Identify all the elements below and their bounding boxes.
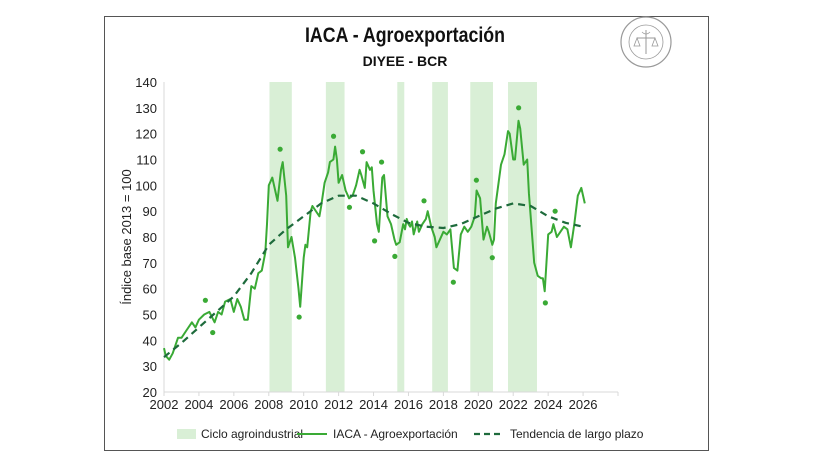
y-tick-label: 130 bbox=[135, 101, 157, 116]
y-tick-label: 140 bbox=[135, 75, 157, 90]
outlier-point bbox=[378, 159, 385, 165]
outlier-point bbox=[330, 133, 337, 139]
x-tick-label: 2020 bbox=[464, 397, 493, 412]
x-tick-label: 2006 bbox=[219, 397, 248, 412]
x-tick-label: 2018 bbox=[429, 397, 458, 412]
outlier-point bbox=[552, 208, 558, 214]
legend-label-iaca: IACA - Agroexportación bbox=[333, 427, 458, 441]
y-tick-label: 80 bbox=[143, 230, 157, 245]
legend-swatch-cycle bbox=[177, 429, 196, 439]
y-axis-label: Índice base 2013 = 100 bbox=[119, 169, 134, 305]
chart-subtitle: DIYEE - BCR bbox=[363, 53, 448, 69]
y-tick-label: 110 bbox=[136, 153, 157, 168]
x-tick-label: 2016 bbox=[394, 397, 423, 412]
outlier-point bbox=[392, 253, 398, 259]
x-tick-label: 2004 bbox=[184, 397, 213, 412]
y-tick-label: 20 bbox=[143, 385, 157, 400]
outlier-point bbox=[202, 297, 208, 303]
x-tick-label: 2022 bbox=[499, 397, 528, 412]
y-tick-label: 90 bbox=[143, 204, 157, 219]
cycle-band bbox=[325, 82, 345, 392]
trend-line bbox=[163, 194, 584, 358]
x-tick-label: 2014 bbox=[359, 397, 388, 412]
outlier-point bbox=[346, 204, 353, 210]
y-tick-label: 30 bbox=[143, 359, 157, 374]
x-tick-label: 2010 bbox=[289, 397, 318, 412]
cycle-band bbox=[470, 82, 493, 392]
outlier-point bbox=[489, 255, 495, 261]
x-tick-label: 2012 bbox=[324, 397, 353, 412]
iaca-line bbox=[163, 119, 586, 361]
y-tick-label: 70 bbox=[143, 256, 157, 271]
x-tick-label: 2026 bbox=[569, 397, 598, 412]
outlier-point bbox=[296, 314, 302, 320]
chart-frame bbox=[104, 16, 709, 451]
y-tick-label: 120 bbox=[135, 127, 157, 142]
legend: Ciclo agroindustrial IACA - Agroexportac… bbox=[177, 427, 644, 441]
outlier-point bbox=[450, 279, 456, 285]
outlier-point bbox=[371, 238, 378, 244]
outlier-point bbox=[421, 198, 427, 204]
chart-title: IACA - Agroexportación bbox=[305, 24, 505, 47]
outlier-point bbox=[542, 300, 548, 306]
outlier-point bbox=[210, 329, 216, 336]
y-tick-label: 40 bbox=[143, 333, 157, 348]
y-tick-label: 100 bbox=[135, 178, 157, 193]
series-layer bbox=[163, 105, 586, 361]
outlier-point bbox=[277, 146, 283, 152]
outlier-point bbox=[359, 149, 366, 155]
legend-label-trend: Tendencia de largo plazo bbox=[510, 427, 644, 441]
logo-seal bbox=[620, 16, 672, 68]
y-tick-label: 60 bbox=[143, 282, 157, 297]
x-tick-label: 2002 bbox=[150, 397, 179, 412]
y-tick-label: 50 bbox=[143, 308, 157, 323]
outlier-point bbox=[473, 177, 479, 183]
axes: 20 30 40 50 60 70 80 90 100 110 120 130 140 2002 2004 2… bbox=[135, 75, 619, 412]
x-tick-label: 2024 bbox=[534, 397, 563, 412]
outlier-point bbox=[516, 105, 522, 111]
legend-label-cycle: Ciclo agroindustrial bbox=[201, 427, 303, 441]
x-tick-label: 2008 bbox=[254, 397, 283, 412]
cycle-band bbox=[269, 82, 292, 392]
